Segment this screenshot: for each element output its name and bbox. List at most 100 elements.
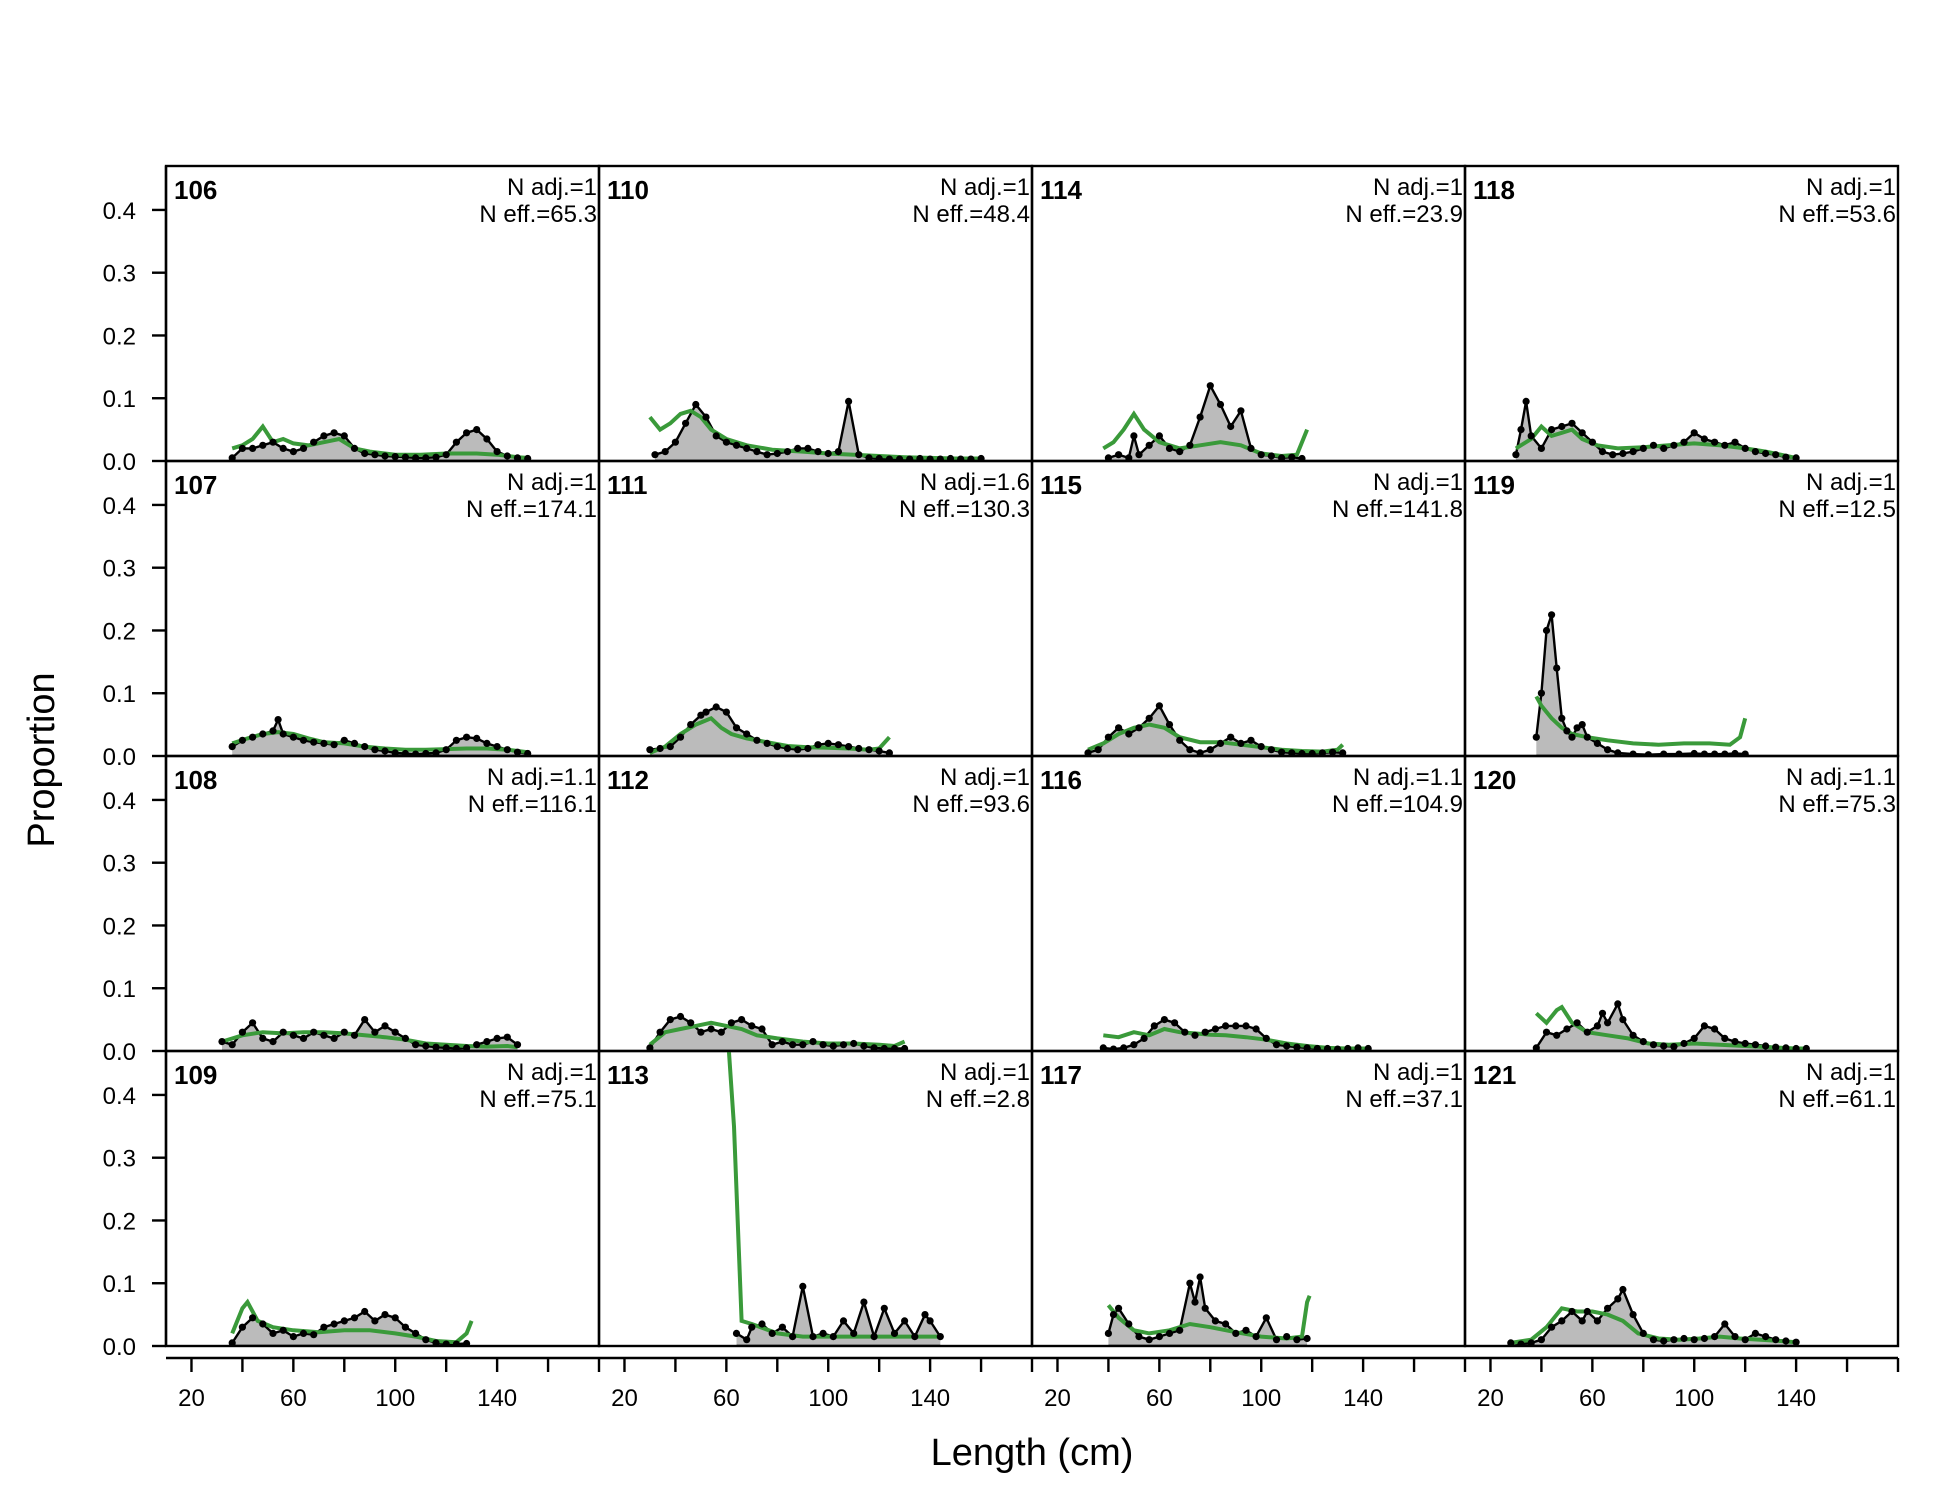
y-tick-label: 0.3 <box>103 1146 136 1173</box>
panel-116: 116 N adj.=1.1N eff.=104.9 <box>1030 754 1467 1053</box>
observed-point <box>1619 449 1627 458</box>
panel-plot-area <box>1032 382 1465 461</box>
panel-id-label: 117 <box>1040 1060 1082 1090</box>
panel-109: 109 N adj.=1N eff.=75.1 <box>164 1049 601 1348</box>
y-tick-label: 0.1 <box>103 1271 136 1298</box>
observed-point <box>228 454 236 461</box>
n-eff-label: N eff.=53.6 <box>1778 201 1896 228</box>
y-axis-row-3: 0.0 0.1 0.2 0.3 0.4 <box>103 756 168 1066</box>
observed-point <box>1690 749 1698 756</box>
observed-point <box>513 454 522 461</box>
x-tick-label: 60 <box>1579 1385 1606 1412</box>
observed-point <box>824 739 832 748</box>
observed-point <box>350 739 359 748</box>
panel-115: 115 N adj.=1N eff.=141.8 <box>1030 459 1467 758</box>
observed-point <box>1670 441 1678 449</box>
observed-point <box>1583 1307 1591 1316</box>
observed-point <box>1257 451 1265 459</box>
n-adj-label: N adj.=1 <box>1806 1059 1896 1086</box>
observed-point <box>1751 1329 1759 1337</box>
observed-point <box>249 1019 257 1027</box>
x-axis-col-4: 20 60 100 140 <box>1465 1356 1900 1412</box>
observed-point <box>493 1034 501 1042</box>
observed-point <box>1700 435 1708 443</box>
observed-point <box>1660 444 1668 452</box>
x-tick-label: 60 <box>713 1385 740 1412</box>
observed-point <box>1741 1336 1749 1344</box>
observed-point <box>238 444 246 452</box>
observed-point <box>412 454 420 461</box>
observed-point <box>707 1025 715 1033</box>
observed-point <box>646 1044 654 1051</box>
observed-point <box>1222 1022 1230 1030</box>
observed-point <box>299 736 308 744</box>
n-adj-label: N adj.=1.1 <box>1353 764 1463 791</box>
observed-point <box>834 741 843 749</box>
observed-point <box>463 429 471 437</box>
n-eff-label: N eff.=93.6 <box>912 791 1030 818</box>
observed-point <box>340 432 348 440</box>
panel-id-label: 109 <box>174 1060 217 1090</box>
observed-point <box>310 738 318 746</box>
observed-point <box>1272 1041 1281 1049</box>
observed-point <box>1308 749 1316 756</box>
n-adj-label: N adj.=1 <box>507 469 597 496</box>
observed-point <box>422 454 430 461</box>
observed-point <box>753 736 761 744</box>
observed-point <box>1140 1034 1148 1042</box>
x-tick-label: 100 <box>1674 1385 1714 1412</box>
n-eff-label: N eff.=116.1 <box>468 791 597 818</box>
panel-plot-area <box>1465 611 1898 756</box>
panel-plot-area <box>1032 702 1465 756</box>
observed-point <box>340 736 348 744</box>
observed-point <box>503 1033 511 1041</box>
observed-point <box>442 746 450 754</box>
observed-point <box>279 1028 287 1036</box>
observed-point <box>946 454 955 461</box>
observed-point <box>340 1028 348 1036</box>
observed-point <box>1242 1022 1250 1030</box>
observed-point <box>401 1323 409 1331</box>
observed-point <box>381 452 389 460</box>
observed-point <box>1741 444 1749 452</box>
observed-point <box>809 1333 817 1341</box>
observed-point <box>1542 1028 1551 1036</box>
observed-point <box>493 743 501 751</box>
x-tick-label: 100 <box>1241 1385 1281 1412</box>
observed-point <box>1303 1044 1311 1051</box>
observed-point <box>1670 1336 1678 1344</box>
observed-point <box>1782 1337 1790 1345</box>
x-axis-col-2: 20 60 100 140 <box>599 1356 1034 1412</box>
observed-point <box>1680 438 1688 446</box>
panel-plot-area <box>1465 397 1898 461</box>
observed-point <box>819 1329 827 1337</box>
observed-point <box>1583 733 1591 741</box>
observed-point <box>722 708 731 716</box>
expected-line <box>231 423 528 460</box>
observed-point <box>274 716 282 724</box>
y-tick-label: 0.4 <box>103 1083 136 1110</box>
panel-plot-area <box>599 1012 1032 1051</box>
observed-area <box>1510 1289 1797 1346</box>
n-adj-label: N adj.=1 <box>1373 174 1463 201</box>
observed-point <box>381 747 389 755</box>
observed-point <box>1313 1044 1321 1051</box>
y-tick-label: 0.1 <box>103 386 136 413</box>
observed-point <box>1553 664 1561 672</box>
observed-point <box>1211 1025 1219 1033</box>
observed-point <box>870 1333 878 1341</box>
observed-point <box>473 1041 481 1049</box>
observed-point <box>1262 1314 1270 1322</box>
observed-point <box>320 432 328 440</box>
observed-point <box>371 451 379 459</box>
observed-point <box>1527 432 1535 440</box>
observed-point <box>824 449 832 458</box>
n-adj-label: N adj.=1.1 <box>487 764 597 791</box>
observed-point <box>1644 751 1652 756</box>
observed-point <box>269 438 277 446</box>
observed-point <box>269 1329 277 1337</box>
observed-point <box>666 1016 674 1024</box>
observed-point <box>1206 382 1214 390</box>
observed-point <box>1721 441 1729 449</box>
observed-point <box>259 730 267 738</box>
